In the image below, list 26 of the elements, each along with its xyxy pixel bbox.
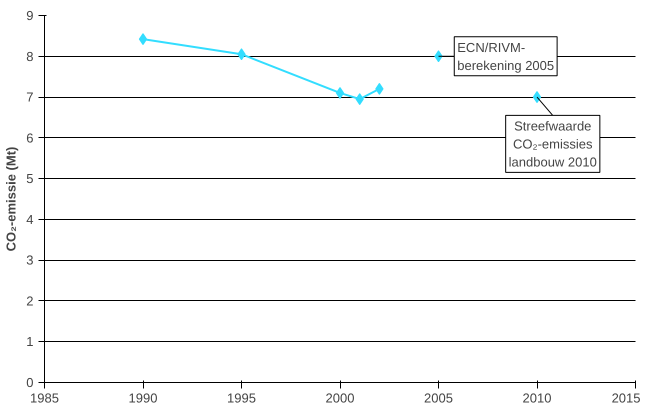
annotation: ECN/RIVM- berekening 2005 <box>457 40 554 73</box>
point <box>532 91 542 104</box>
x-tick-label: 2005 <box>424 390 453 406</box>
point <box>237 48 246 60</box>
y-tick-label: 6 <box>26 130 34 146</box>
x-tick-label: 1995 <box>227 390 256 406</box>
x-tick-label: 2010 <box>522 390 552 406</box>
x-tick-label: 1990 <box>128 390 158 406</box>
y-tick-label: 7 <box>26 90 34 105</box>
x-tick-label: 2000 <box>326 390 354 406</box>
y-tick-label: 3 <box>26 252 34 268</box>
y-tick-label: 2 <box>26 293 34 308</box>
point <box>434 50 443 62</box>
y-tick-label: 0 <box>26 375 34 390</box>
annotation: Streefwaarde CO₂-emissies landbouw 2010 <box>508 118 597 170</box>
y-tick-label: 8 <box>26 48 34 64</box>
y-axis-title: CO₂-emissie (Mt) <box>3 146 18 252</box>
y-tick-label: 5 <box>26 171 34 186</box>
y-tick-label: 4 <box>26 212 34 227</box>
y-tick-label: 1 <box>26 334 34 350</box>
y-tick-label: 9 <box>26 8 34 23</box>
point <box>138 33 148 46</box>
x-tick-label: 1985 <box>30 390 59 406</box>
point <box>375 82 384 95</box>
point <box>336 86 344 99</box>
x-tick-label: 2015 <box>612 390 640 406</box>
